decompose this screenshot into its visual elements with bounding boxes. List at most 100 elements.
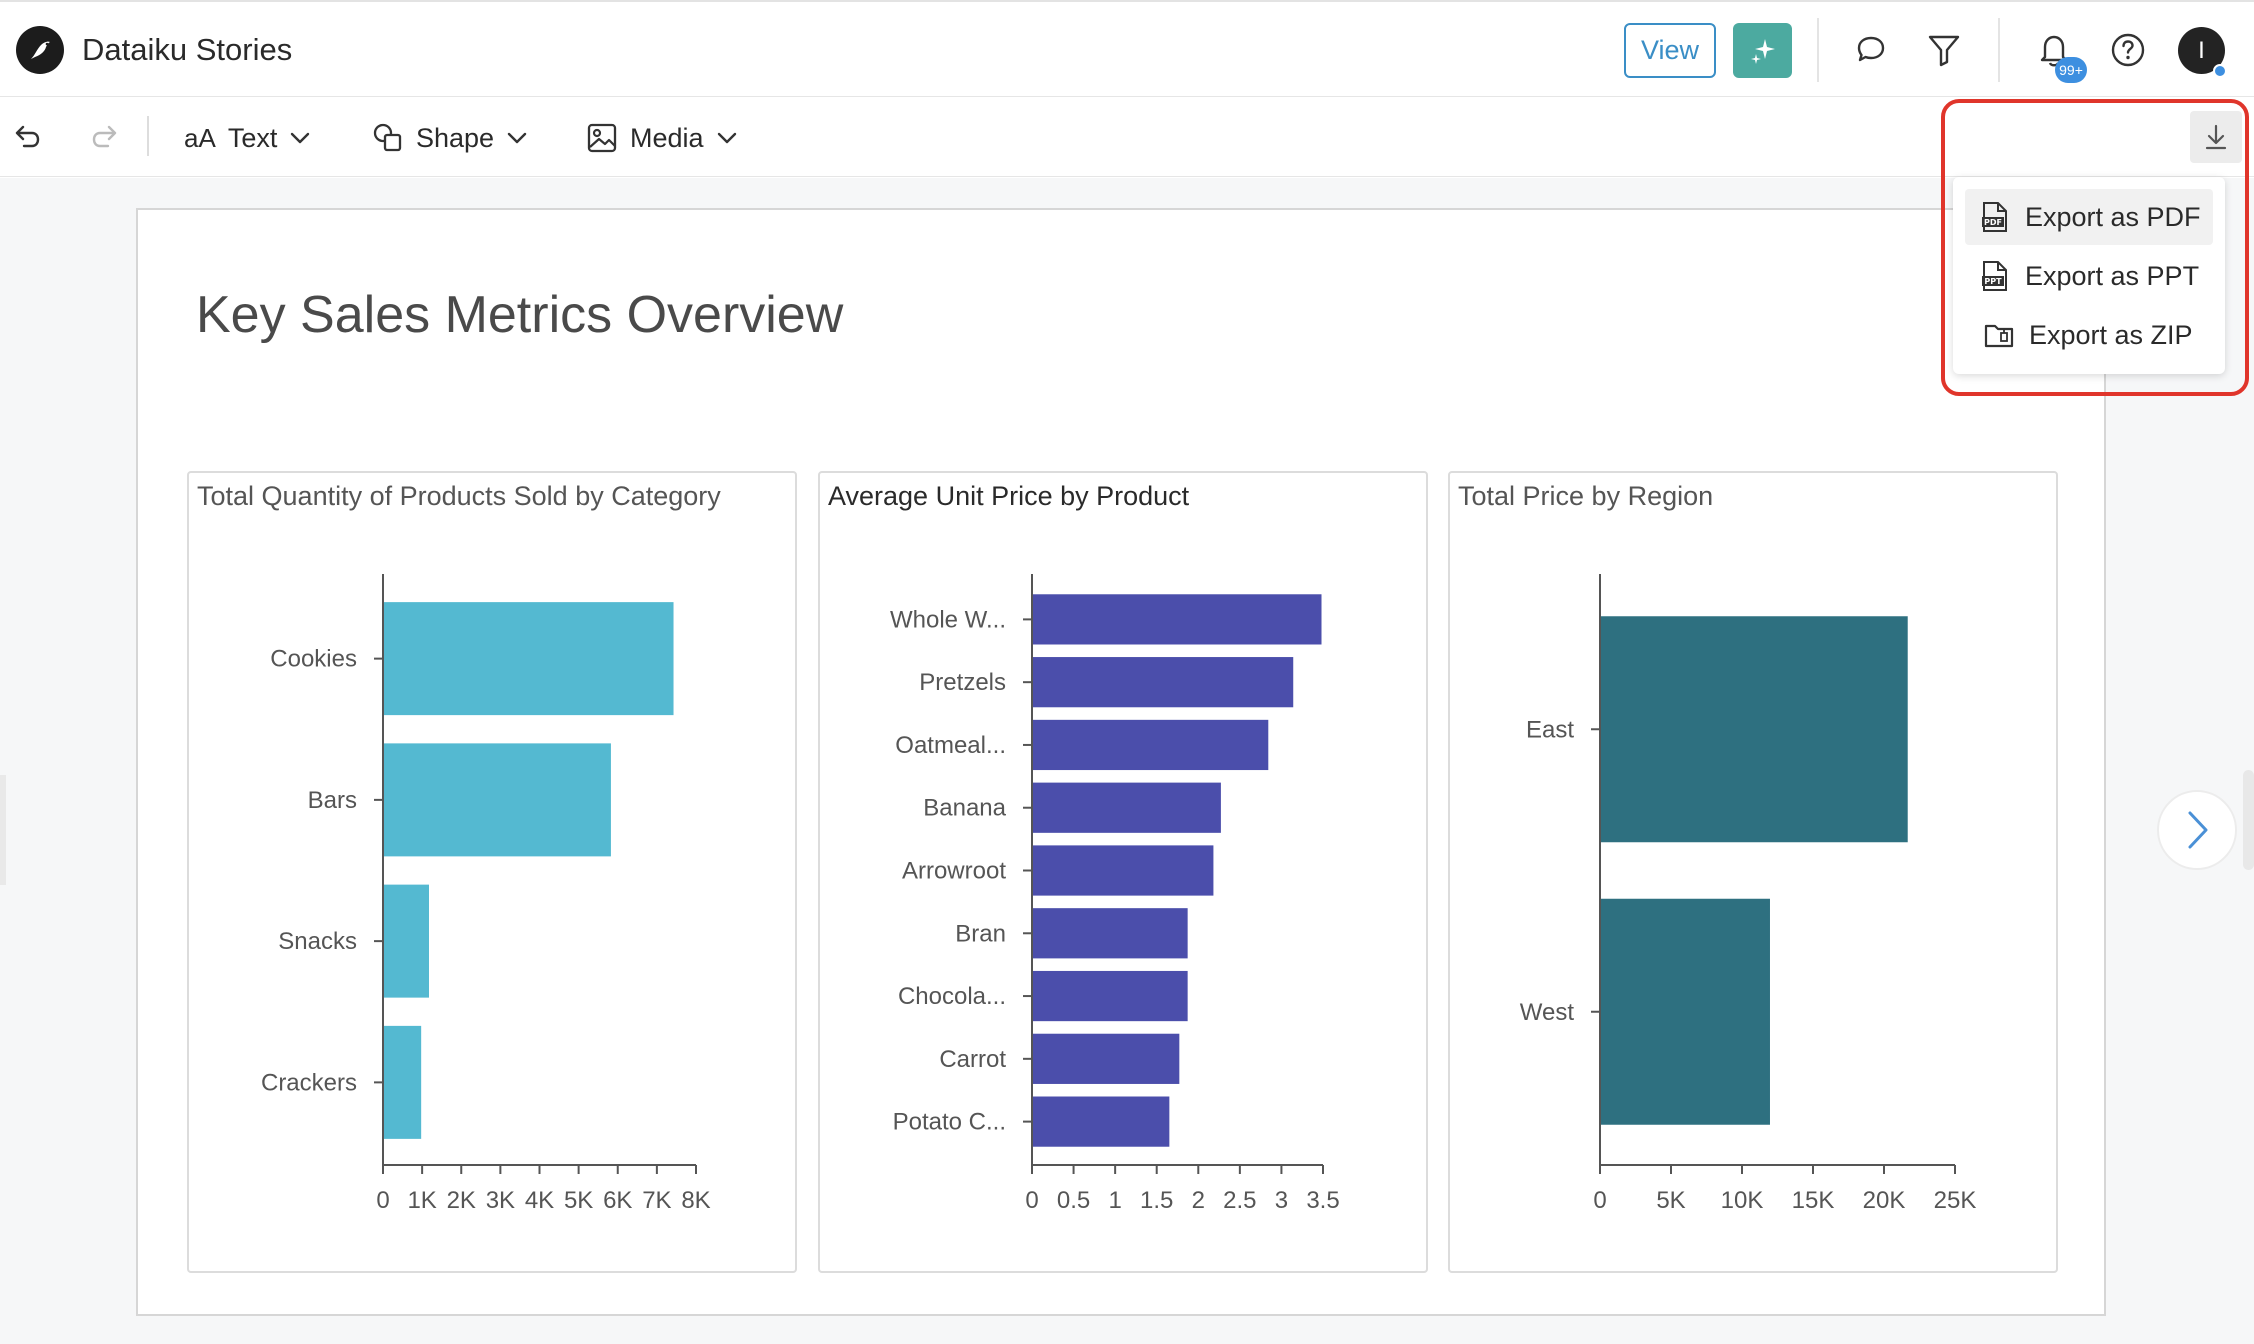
- bar-chart-quantity: Cookies Bars Snacks Crackers 0 1K 2K 3K 4K 5K 6K 7K…: [261, 574, 711, 1214]
- y-tick-label: Chocola...: [898, 983, 1006, 1010]
- bar[interactable]: [1033, 970, 1188, 1022]
- x-tick-label: 1: [1108, 1187, 1121, 1214]
- chart-panel-quantity-by-category[interactable]: Total Quantity of Products Sold by Categ…: [187, 471, 797, 1273]
- x-tick-label: 3: [1275, 1187, 1288, 1214]
- bar[interactable]: [384, 884, 429, 998]
- y-tick-label: Snacks: [278, 928, 357, 955]
- x-tick-label: 4K: [525, 1187, 554, 1214]
- bar[interactable]: [384, 1025, 422, 1139]
- text-size-icon: aA: [184, 122, 216, 153]
- bar[interactable]: [1033, 1096, 1170, 1147]
- bar-chart-region: East West 0 5K 10K 15K 20K 25K: [1520, 574, 1976, 1214]
- bar[interactable]: [384, 602, 674, 716]
- help-icon[interactable]: [2107, 29, 2149, 71]
- app-title: Dataiku Stories: [82, 32, 293, 67]
- editor-toolbar: aA Text Shape Media: [0, 98, 2254, 177]
- y-tick-label: Whole W...: [890, 606, 1006, 633]
- header-divider: [1817, 18, 1819, 82]
- right-panel-handle[interactable]: [2243, 770, 2254, 870]
- y-tick-label: East: [1526, 716, 1574, 743]
- bar[interactable]: [1033, 719, 1269, 771]
- x-tick-label: 5K: [1656, 1187, 1685, 1214]
- export-zip-label: Export as ZIP: [2029, 319, 2193, 350]
- x-tick-label: 0: [1593, 1187, 1606, 1214]
- sparkle-icon: [1750, 38, 1775, 64]
- chart-panel-unit-price-by-product[interactable]: Average Unit Price by Product Whole W...…: [818, 471, 1428, 1273]
- x-tick-label: 2.5: [1223, 1187, 1256, 1214]
- comments-icon[interactable]: [1850, 29, 1892, 71]
- next-slide-button[interactable]: [2157, 790, 2237, 870]
- y-tick-label: Carrot: [939, 1046, 1006, 1073]
- x-tick-label: 10K: [1721, 1187, 1764, 1214]
- top-header: Dataiku Stories View 99+ I: [0, 0, 2254, 97]
- view-button[interactable]: View: [1624, 23, 1716, 78]
- ai-assistant-button[interactable]: [1733, 23, 1792, 78]
- chevron-down-icon: [291, 132, 310, 144]
- bar[interactable]: [1033, 1033, 1180, 1084]
- export-menu: PDF Export as PDF PPT Export as PPT Expo…: [1953, 177, 2225, 374]
- image-icon: [587, 123, 617, 153]
- x-tick-label: 1K: [407, 1187, 436, 1214]
- y-tick-label: Banana: [923, 795, 1006, 822]
- bar[interactable]: [1601, 898, 1770, 1125]
- notification-count-badge: 99+: [2055, 57, 2087, 83]
- y-tick-label: Bars: [308, 787, 357, 814]
- shape-tool-label: Shape: [416, 122, 495, 153]
- y-tick-label: Arrowroot: [902, 858, 1006, 885]
- bar[interactable]: [1033, 594, 1322, 645]
- text-tool-label: Text: [227, 122, 278, 153]
- export-pdf-item[interactable]: PDF Export as PDF: [1965, 189, 2213, 245]
- export-ppt-item[interactable]: PPT Export as PPT: [1965, 248, 2213, 304]
- x-tick-label: 0: [1025, 1187, 1038, 1214]
- bar[interactable]: [1033, 657, 1294, 708]
- media-tool-label: Media: [630, 122, 704, 153]
- x-tick-label: 5K: [564, 1187, 593, 1214]
- zip-folder-icon: [1984, 324, 2014, 348]
- export-ppt-label: Export as PPT: [2025, 260, 2200, 291]
- shape-tool-dropdown[interactable]: Shape: [372, 116, 528, 160]
- chart-title: Average Unit Price by Product: [828, 481, 1190, 511]
- x-tick-label: 6K: [603, 1187, 632, 1214]
- svg-text:PPT: PPT: [1984, 277, 2002, 286]
- download-icon: [2205, 124, 2227, 150]
- chart-title: Total Quantity of Products Sold by Categ…: [197, 481, 721, 511]
- download-button[interactable]: [2190, 111, 2242, 163]
- x-tick-label: 2K: [447, 1187, 476, 1214]
- y-tick-label: Bran: [955, 920, 1006, 947]
- chart-panel-price-by-region[interactable]: Total Price by Region East West 0 5K 10K 15K 2…: [1448, 471, 2058, 1273]
- svg-text:PDF: PDF: [1984, 218, 2002, 227]
- shape-icon: [373, 123, 402, 152]
- filter-icon[interactable]: [1923, 29, 1965, 71]
- x-tick-label: 0: [376, 1187, 389, 1214]
- x-tick-label: 20K: [1863, 1187, 1906, 1214]
- chevron-right-icon: [2188, 811, 2208, 849]
- slide-title[interactable]: Key Sales Metrics Overview: [196, 286, 844, 344]
- pdf-file-icon: PDF: [1982, 202, 2007, 232]
- bar[interactable]: [1033, 908, 1188, 959]
- toolbar-divider: [147, 116, 149, 156]
- undo-icon[interactable]: [7, 118, 45, 156]
- media-tool-dropdown[interactable]: Media: [586, 116, 738, 160]
- x-tick-label: 15K: [1792, 1187, 1835, 1214]
- header-divider: [1998, 18, 2000, 82]
- online-status-dot: [2213, 64, 2227, 78]
- bar[interactable]: [1033, 782, 1221, 833]
- x-tick-label: 8K: [681, 1187, 710, 1214]
- bar[interactable]: [384, 743, 611, 857]
- text-tool-dropdown[interactable]: aA Text: [184, 116, 311, 160]
- x-tick-label: 7K: [642, 1187, 671, 1214]
- left-panel-handle[interactable]: [0, 775, 6, 885]
- bar[interactable]: [1033, 845, 1214, 896]
- x-tick-label: 0.5: [1057, 1187, 1090, 1214]
- bar[interactable]: [1601, 616, 1908, 843]
- export-pdf-label: Export as PDF: [2025, 201, 2201, 232]
- x-tick-label: 2: [1192, 1187, 1205, 1214]
- x-tick-label: 1.5: [1140, 1187, 1173, 1214]
- redo-icon[interactable]: [87, 118, 125, 156]
- export-zip-item[interactable]: Export as ZIP: [1965, 307, 2213, 363]
- y-tick-label: Potato C...: [893, 1109, 1006, 1136]
- y-tick-label: Cookies: [270, 646, 357, 673]
- chart-title: Total Price by Region: [1458, 481, 1714, 511]
- chevron-down-icon: [507, 132, 527, 144]
- dataiku-logo-icon[interactable]: [16, 26, 64, 74]
